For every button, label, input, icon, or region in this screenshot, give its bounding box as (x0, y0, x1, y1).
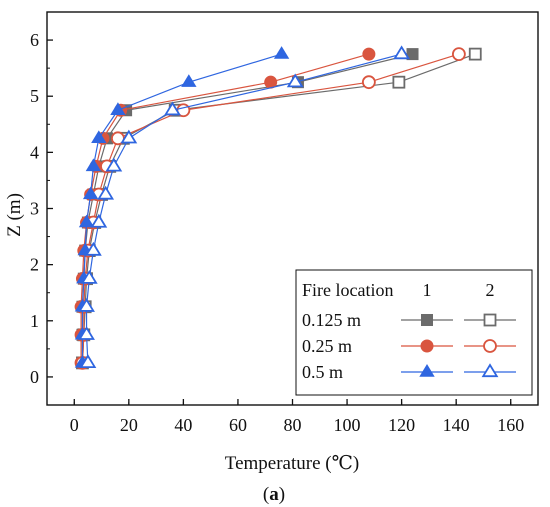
data-point (393, 45, 411, 60)
y-tick-label: 1 (30, 311, 39, 331)
data-point (361, 75, 376, 90)
data-point (362, 47, 376, 61)
legend-col2-label: 2 (486, 280, 495, 300)
legend-marker (421, 314, 433, 326)
legend-marker (481, 363, 499, 378)
legend-col1-label: 1 (423, 280, 432, 300)
data-point (97, 185, 115, 200)
data-point (406, 48, 419, 61)
y-tick-label: 0 (30, 367, 39, 387)
data-point (82, 186, 99, 200)
data-point (79, 354, 97, 368)
legend-marker (483, 339, 497, 353)
data-point (78, 214, 95, 228)
data-point (78, 326, 95, 340)
data-point (392, 75, 406, 89)
data-point (84, 241, 102, 256)
data-point (85, 158, 102, 172)
x-tick-label: 100 (334, 415, 361, 435)
data-point (105, 157, 123, 172)
series-triangle-open (78, 45, 411, 368)
legend-marker (420, 339, 434, 353)
data-point (90, 213, 108, 228)
y-tick-label: 3 (30, 199, 39, 219)
legend: Fire location 1 2 0.125 m 0.25 m 0.5 m (295, 269, 533, 396)
y-tick-label: 4 (30, 142, 39, 162)
data-point (451, 47, 466, 62)
caption-open: ( (263, 484, 269, 505)
legend-marker (419, 364, 435, 377)
legend-row-label: 0.5 m (302, 362, 343, 382)
data-point (120, 129, 138, 144)
data-point (273, 46, 290, 59)
x-tick-label: 140 (443, 415, 470, 435)
y-tick-label: 5 (30, 86, 39, 106)
data-point (91, 130, 107, 144)
data-point (80, 269, 98, 284)
data-point (78, 298, 95, 312)
legend-marker (483, 313, 497, 327)
y-tick-label: 6 (30, 30, 39, 50)
x-axis-title: Temperature (℃) (225, 453, 359, 474)
caption-close: ) (279, 484, 285, 505)
data-point (286, 73, 304, 88)
x-tick-label: 0 (70, 415, 79, 435)
caption-letter: a (269, 484, 279, 505)
tick-layer: 0 20 40 60 80 100 120 140 160 0 1 2 3 4 5 6 (30, 30, 524, 435)
legend-row-label: 0.125 m (302, 310, 361, 330)
data-point (468, 47, 482, 61)
legend-row-label: 0.25 m (302, 336, 352, 356)
x-tick-label: 40 (174, 415, 192, 435)
series-triangle-filled (74, 46, 290, 368)
data-point (110, 102, 126, 115)
caption: (a) (263, 484, 285, 505)
legend-header: Fire location (302, 280, 393, 300)
x-tick-label: 20 (120, 415, 138, 435)
x-tick-label: 160 (497, 415, 524, 435)
series-layer (74, 45, 482, 370)
y-axis-title: Z (m) (4, 193, 25, 237)
x-tick-label: 120 (388, 415, 415, 435)
data-point (164, 101, 181, 116)
data-point (181, 74, 197, 87)
y-tick-label: 2 (30, 255, 39, 275)
x-tick-label: 60 (229, 415, 247, 435)
x-tick-label: 80 (284, 415, 302, 435)
